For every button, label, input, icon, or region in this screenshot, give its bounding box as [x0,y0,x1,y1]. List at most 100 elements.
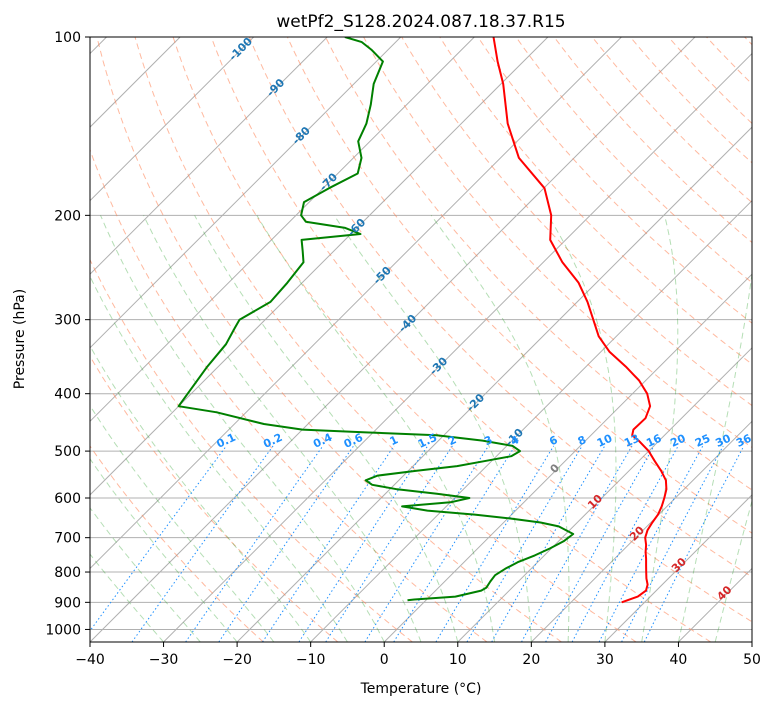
y-axis-label: Pressure (hPa) [12,289,28,389]
dry-adiabat [553,37,752,244]
mixing-ratio-line [521,445,633,642]
isotherm-gridline [751,641,752,642]
dry-adiabat [477,37,752,324]
mixing-ratio-line [435,445,555,642]
mixing-ratio-line [466,445,583,642]
dry-adiabat [90,445,264,642]
y-tick-label: 300 [54,313,81,329]
mixing-ratio-line [393,445,516,642]
moist-adiabat [90,404,275,642]
moist-adiabat [90,457,238,642]
dewpoint-profile-line [177,37,575,602]
isotherm-gridline [90,37,622,570]
mixing-ratio-label: 36 [734,432,754,450]
dry-adiabat [629,37,752,164]
x-tick-label: 20 [522,652,540,668]
temperature-profile-line [492,37,668,604]
dry-adiabat [248,37,752,578]
mixing-ratio-line [90,445,227,632]
mixing-ratio-label: 0.6 [342,431,365,451]
isotherm-gridline [457,347,752,642]
plot-clip-group [90,37,752,642]
mixing-ratio-label: 30 [713,432,733,450]
mixing-ratio-label: 2 [446,433,458,448]
dry-adiabat [286,37,752,534]
dry-adiabat [325,37,752,491]
dry-adiabat [591,37,752,204]
mixing-ratio-line [218,445,355,642]
dry-adiabat [744,37,752,46]
isotherm-gridline [90,37,255,202]
x-tick-label: 10 [449,652,467,668]
x-tick-label: −30 [149,652,179,668]
mixing-ratio-line [643,445,745,642]
moist-adiabat-label: 40 [714,583,734,603]
mixing-ratio-line [621,445,724,642]
mixing-ratio-label: 16 [644,432,664,450]
x-tick-label: 0 [380,652,389,668]
x-tick-label: −40 [75,652,105,668]
moist-adiabat-label: 0 [548,461,563,476]
moist-adiabat [90,345,312,642]
moist-adiabat [143,215,422,642]
mixing-ratio-label: 3 [482,433,494,448]
dry-adiabat [134,37,637,642]
dry-adiabat [90,355,339,642]
y-tick-label: 500 [54,444,81,460]
plot-area [89,36,753,643]
x-tick-label: −20 [222,652,252,668]
mixing-ratio-label: 6 [547,433,560,448]
x-tick-label: 50 [743,652,761,668]
moist-adiabat [100,215,385,642]
moist-adiabat [430,215,570,642]
moist-adiabat-label: 10 [585,492,605,512]
moist-adiabat [677,270,752,642]
mixing-ratio-line [598,445,704,642]
x-axis-label: Temperature (°C) [360,681,482,697]
dry-adiabat [90,148,488,642]
isotherm-gridline [90,37,475,423]
x-tick-label: 40 [670,652,688,668]
mixing-ratio-line [364,445,489,642]
x-tick-label: 30 [596,652,614,668]
moist-adiabat [90,553,164,642]
isotherm-gridline [90,37,549,496]
dry-adiabat [96,37,562,642]
y-tick-label: 1000 [45,622,81,638]
isotherm-gridline [90,37,328,275]
isotherm-gridline [163,52,752,642]
isotherm-gridline [90,37,402,349]
mixing-ratio-line [262,445,395,642]
y-tick-label: 400 [54,387,81,403]
y-tick-label: 900 [54,595,81,611]
x-tick-label: −10 [296,652,326,668]
mixing-ratio-line [185,445,324,642]
mixing-ratio-line [131,445,274,642]
mixing-ratio-label: 0.1 [215,431,238,451]
axes-ticks: −40 −30 −20 −10 0 10 20 30 40 5010020030040050060… [45,30,761,668]
mixing-ratio-label: 0.2 [261,431,284,451]
mixing-ratio-label: 25 [693,432,712,450]
moist-adiabat [547,215,617,642]
isotherm-gridline [678,567,752,642]
moist-adiabat [194,215,459,642]
mixing-ratio-label: 8 [576,433,588,448]
isotherm-gridline [236,126,752,642]
isotherm-gridline [383,273,752,642]
dry-adiabat [210,37,752,623]
mixing-ratio-label: 20 [668,432,688,450]
dry-adiabat [439,37,752,365]
mixing-ratio-label: 10 [595,432,615,450]
moist-adiabat [641,215,679,642]
y-tick-label: 200 [54,208,81,224]
chart-title: wetPf2_S128.2024.087.18.37.R15 [276,12,565,32]
y-tick-label: 100 [54,30,81,46]
dry-adiabat [90,258,413,642]
dry-adiabat [668,37,752,125]
y-tick-label: 800 [54,565,81,581]
mixing-ratio-line [545,445,655,642]
dry-adiabat [172,37,712,642]
y-tick-label: 700 [54,531,81,547]
moist-adiabat [333,215,532,642]
